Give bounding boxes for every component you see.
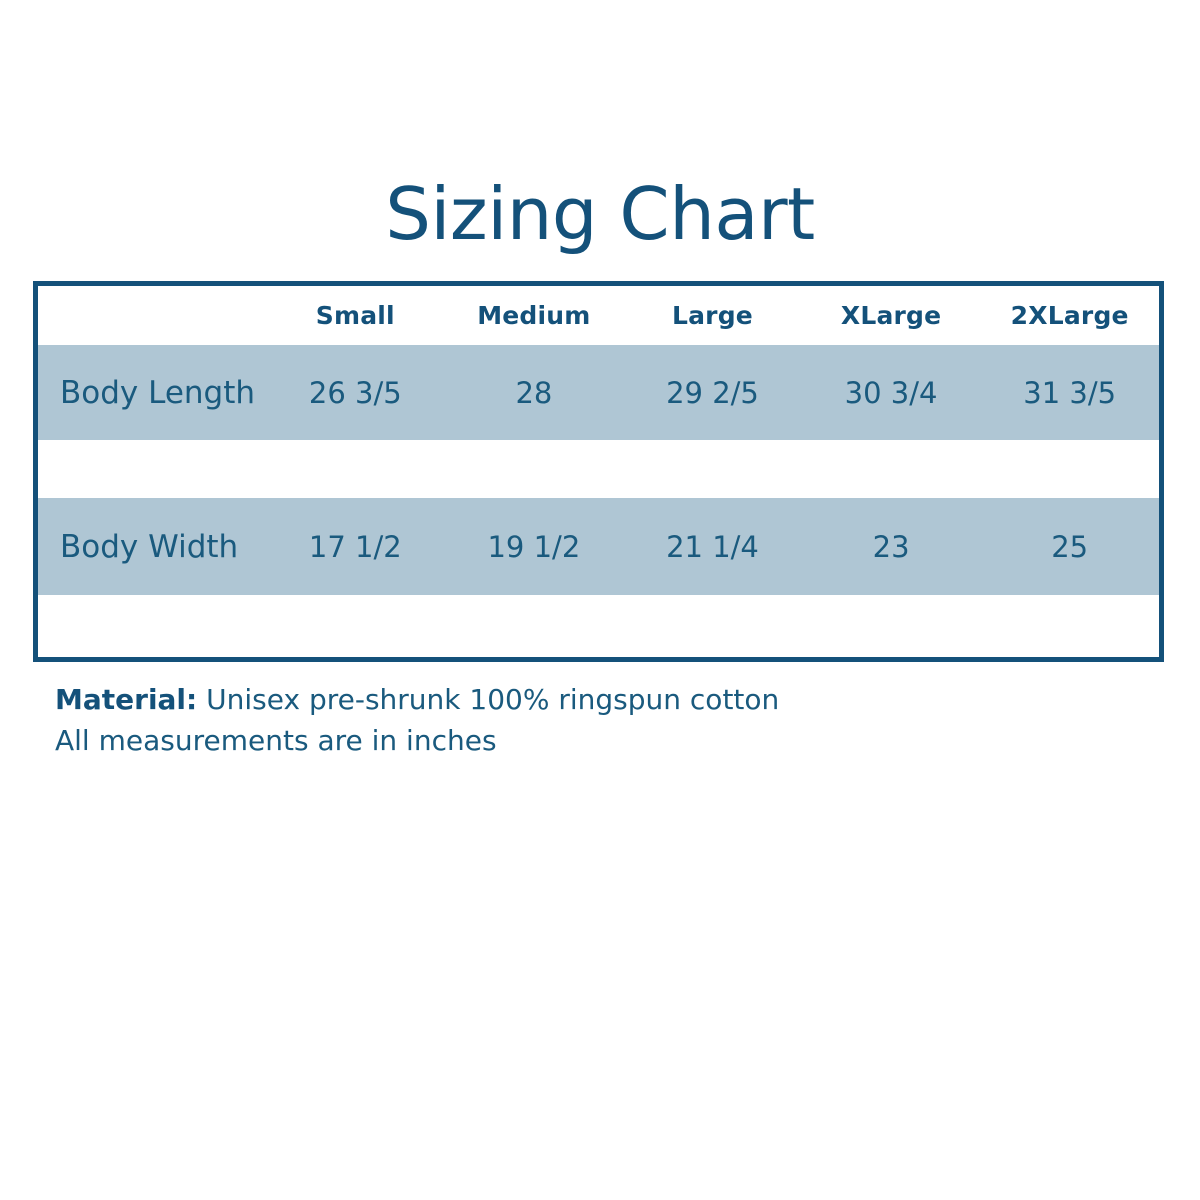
- sizing-table-inner: Small Medium Large XLarge 2XLarge Body L…: [38, 286, 1159, 657]
- sizing-table: Small Medium Large XLarge 2XLarge Body L…: [33, 281, 1164, 662]
- body-width-medium: 19 1/2: [487, 529, 581, 564]
- table-row-body-width: Body Width 17 1/2 19 1/2 21 1/4 23 25: [38, 498, 1159, 595]
- body-length-medium: 28: [515, 375, 553, 410]
- table-row-spacer-1: [38, 440, 1159, 498]
- table-header-small: Small: [315, 300, 395, 330]
- body-length-small: 26 3/5: [308, 375, 402, 410]
- body-width-2xlarge: 25: [1051, 529, 1089, 564]
- footnote-measurement-note: All measurements are in inches: [55, 724, 497, 757]
- table-row-body-length: Body Length 26 3/5 28 29 2/5 30 3/4 31 3…: [38, 345, 1159, 440]
- table-header-row: Small Medium Large XLarge 2XLarge: [38, 286, 1159, 345]
- footnote-material-line: Material: Unisex pre-shrunk 100% ringspu…: [55, 679, 955, 720]
- row-label-body-length: Body Length: [60, 374, 256, 411]
- footnote: Material: Unisex pre-shrunk 100% ringspu…: [55, 679, 955, 761]
- table-header-2xlarge: 2XLarge: [1010, 300, 1129, 330]
- body-width-small: 17 1/2: [308, 529, 402, 564]
- row-label-body-width: Body Width: [60, 528, 239, 565]
- body-width-large: 21 1/4: [666, 529, 759, 564]
- table-header-xlarge: XLarge: [840, 300, 942, 330]
- table-header-medium: Medium: [477, 300, 591, 330]
- table-header-large: Large: [671, 300, 753, 330]
- footnote-material-label: Material:: [55, 683, 198, 716]
- page-title: Sizing Chart: [385, 172, 815, 256]
- body-length-xlarge: 30 3/4: [844, 375, 938, 410]
- table-row-spacer-2: [38, 595, 1159, 657]
- body-length-2xlarge: 31 3/5: [1023, 375, 1117, 410]
- body-length-large: 29 2/5: [666, 375, 759, 410]
- footnote-material-value: Unisex pre-shrunk 100% ringspun cotton: [197, 683, 780, 716]
- body-width-xlarge: 23: [872, 529, 910, 564]
